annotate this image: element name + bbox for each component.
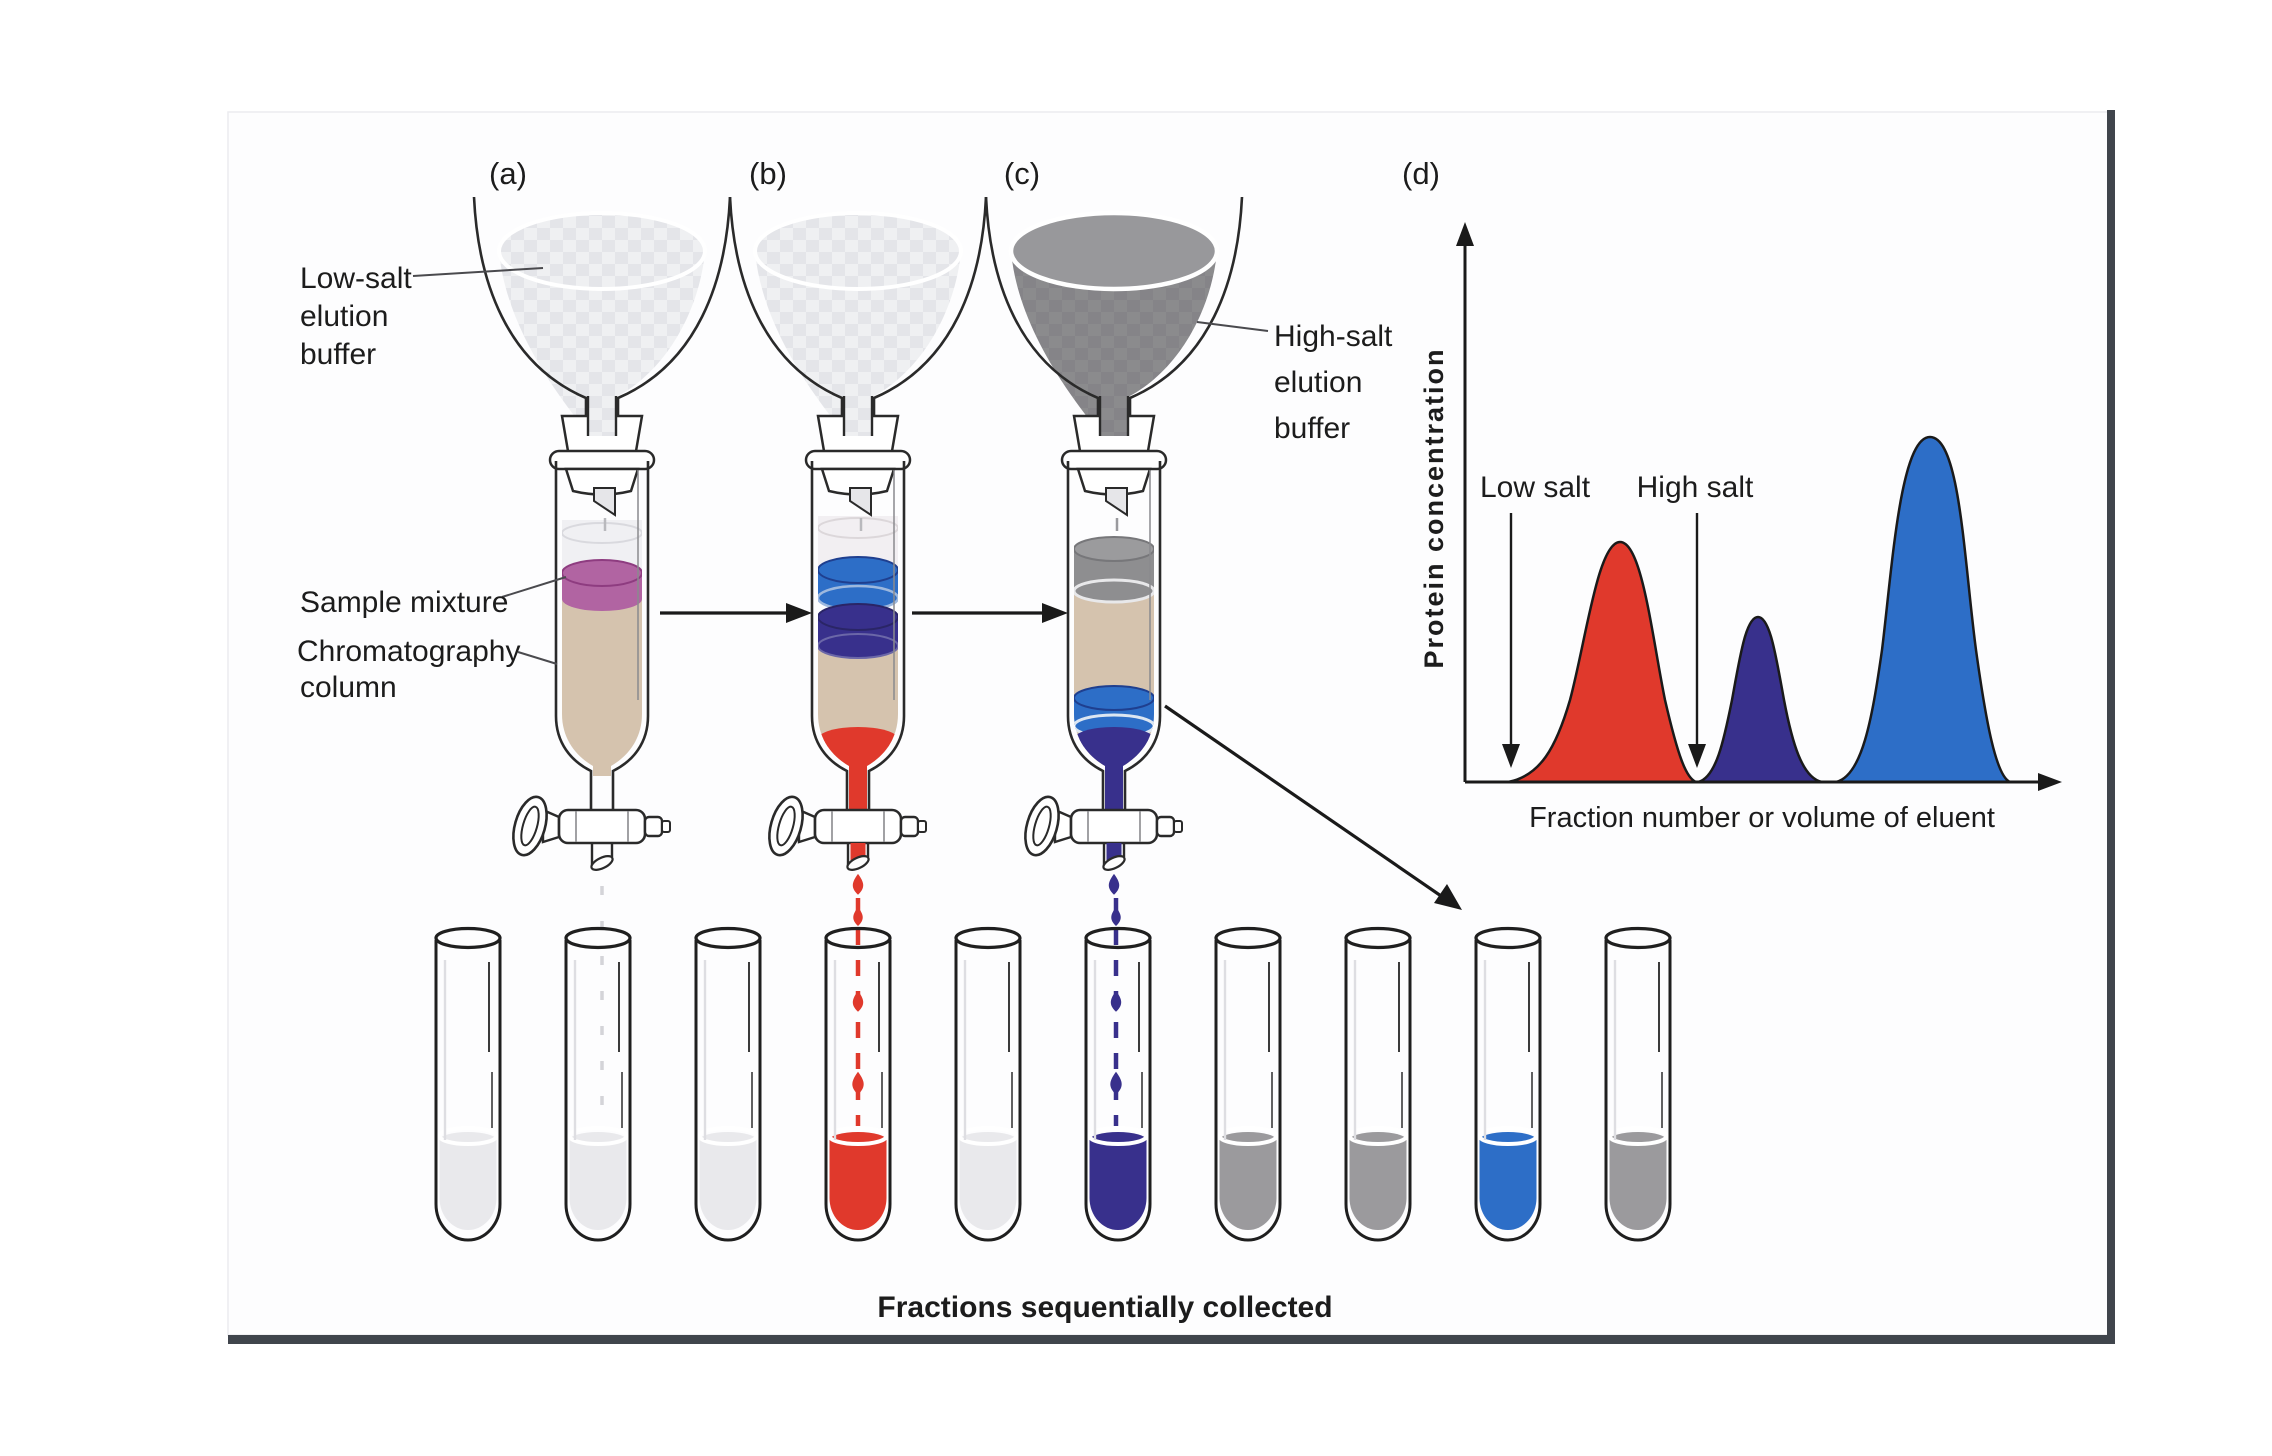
salt-annotation-arrows <box>1509 513 1699 746</box>
elution-chart: Low salt High salt Protein concentration… <box>1419 222 2062 834</box>
sample-mixture-label: Sample mixture <box>300 586 508 619</box>
x-axis-arrowhead <box>2038 773 2062 791</box>
sample-band <box>562 559 642 587</box>
test-tube <box>1344 926 1412 1242</box>
chart-peak-navy <box>1697 615 1823 784</box>
leader-lines <box>412 267 1269 665</box>
y-axis-label: Protein concentration <box>1419 347 1449 668</box>
svg-text:elution: elution <box>300 300 388 333</box>
y-axis-arrowhead <box>1456 222 1474 246</box>
low-salt-arrowhead <box>1502 744 1520 768</box>
panel-label-d: (d) <box>1402 156 1440 191</box>
arrow-a-to-b <box>786 603 812 623</box>
column-contents-a <box>562 470 642 776</box>
panel-label-b: (b) <box>749 156 787 191</box>
test-tube <box>1214 926 1282 1242</box>
drip-streams <box>600 886 1122 1126</box>
high-salt-buffer-label: High-salt <box>1274 320 1393 353</box>
test-tube <box>954 926 1022 1242</box>
protein-band-navy <box>818 603 898 631</box>
chromatography-column-label: Chromatography <box>297 635 520 668</box>
test-tube <box>1604 926 1672 1242</box>
svg-text:elution: elution <box>1274 366 1362 399</box>
panel-letters: (a) (b) (c) (d) <box>489 156 1440 191</box>
process-arrows <box>660 603 1462 910</box>
x-axis-label: Fraction number or volume of eluent <box>1529 802 1995 834</box>
figure-caption: Fractions sequentially collected <box>877 1291 1332 1324</box>
resin-bed <box>562 596 642 776</box>
chart-peak-blue <box>1835 435 2011 784</box>
low-salt-annotation: Low salt <box>1480 471 1591 504</box>
panel-label-a: (a) <box>489 156 527 191</box>
chart-axes <box>1463 242 2040 784</box>
low-salt-buffer-label: Low-salt <box>300 262 412 295</box>
protein-band-blue <box>818 556 898 584</box>
high-salt-annotation: High salt <box>1637 471 1754 504</box>
test-tube <box>694 926 762 1242</box>
protein-band-blue <box>1074 685 1154 711</box>
buffer-layer-gray <box>1074 536 1154 562</box>
svg-text:column: column <box>300 671 397 704</box>
frame-bottom-bar <box>228 1335 2115 1344</box>
panel-label-c: (c) <box>1004 156 1040 191</box>
fraction-tubes <box>434 926 1672 1242</box>
test-tube-navy-fraction <box>1084 926 1152 1242</box>
frame-right-bar <box>2107 110 2115 1344</box>
chart-peak-red <box>1507 540 1697 784</box>
test-tube-blue-fraction <box>1474 926 1542 1242</box>
test-tube <box>564 926 632 1242</box>
test-tube <box>434 926 502 1242</box>
arrow-c-to-tube9 <box>1434 884 1462 910</box>
svg-text:buffer: buffer <box>300 338 376 371</box>
test-tube-red-fraction <box>824 926 892 1242</box>
high-salt-arrowhead <box>1688 744 1706 768</box>
apparatus-text-labels: Low-salt elution buffer Sample mixture C… <box>297 262 1393 704</box>
svg-text:buffer: buffer <box>1274 412 1350 445</box>
arrow-b-to-c <box>1042 603 1068 623</box>
apparatus-a <box>472 195 732 874</box>
